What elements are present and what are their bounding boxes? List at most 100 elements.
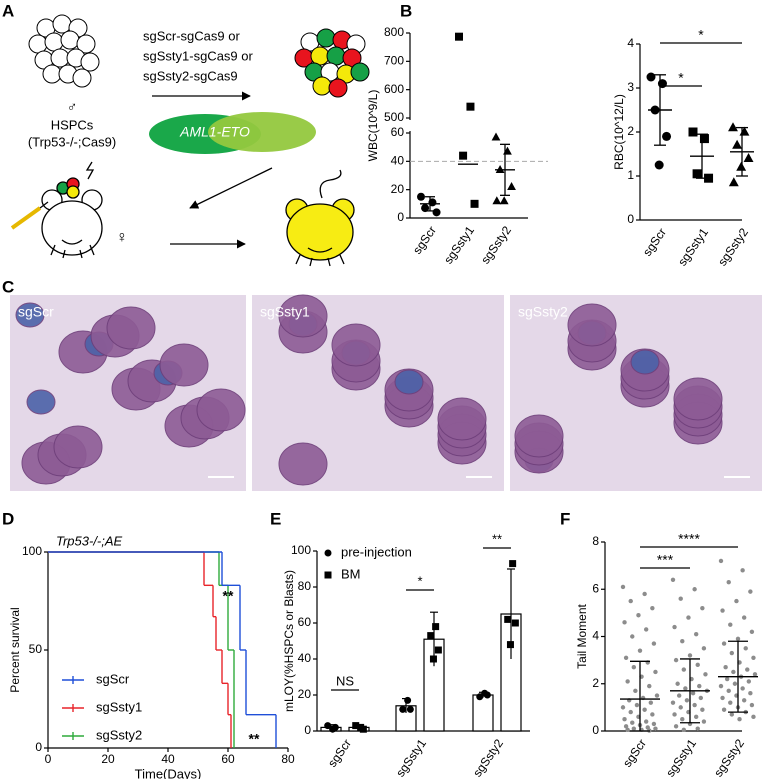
data-point [670,700,676,705]
data-point [675,681,680,686]
data-point [693,631,699,637]
data-point [751,714,756,720]
cell [44,32,64,52]
data-point [748,691,753,696]
legend-label: pre-injection [341,544,412,559]
data-point [686,615,691,620]
mouse [10,161,103,259]
chart-title: Trp53-/-;AE [56,533,123,548]
cell [328,78,348,98]
panel-label: D [2,509,14,528]
legend-label: sgScr [96,671,130,686]
data-point [672,712,677,717]
data-point [681,727,687,733]
significance-label: * [678,70,684,86]
data-point [429,655,437,663]
legend-label: sgSsty1 [96,699,142,714]
data-point [432,208,441,217]
bar [472,694,494,732]
panel-label: C [2,277,14,296]
data-point [743,646,748,651]
micrograph-label: sgScr [18,304,54,320]
arrow [189,167,273,209]
cell [278,294,328,338]
x-tick-label: 80 [281,752,295,766]
cell [28,34,48,54]
data-point [434,646,442,654]
data-point [673,657,679,663]
cell [310,46,330,66]
cell [196,388,246,432]
data-point [720,608,725,613]
data-point [672,624,677,630]
significance-label: * [417,573,422,588]
data-point [399,705,407,713]
data-point [741,698,747,703]
data-point [749,629,755,634]
legend-marker [324,571,332,579]
y-tick-label: 40 [391,154,405,168]
y-axis-label: RBC(10^12/L) [612,94,626,170]
y-tick-label: 500 [384,110,404,124]
y-tick-label: 50 [29,642,43,656]
data-point [359,725,367,733]
cell [106,306,156,350]
micrographs: sgScr sgSsty1 sgSsty2 [10,294,762,491]
y-tick-label: 2 [627,124,634,138]
data-point [623,655,629,660]
data-point [651,641,657,646]
panel-label: A [2,1,14,20]
significance-label: NS [336,673,354,688]
significance-label: * [698,27,704,43]
cell [514,414,564,458]
x-tick-label: sgSsty1 [393,736,429,779]
data-point [625,679,630,684]
data-point [681,667,687,672]
data-point [646,72,656,82]
data-point [687,653,693,658]
data-point [720,695,725,701]
y-axis-label: WBC(10^9/L) [366,90,380,162]
y-tick-label: 4 [627,36,634,50]
data-point [499,196,509,205]
data-point [740,568,745,573]
data-point [724,676,730,682]
sex-symbol: ♂ [67,99,78,115]
data-point [741,615,747,620]
hspc-cluster [28,14,100,88]
y-tick-label: 6 [592,581,599,595]
panel-label: F [560,509,570,528]
data-point [751,655,756,660]
cell [567,303,617,347]
data-point [651,721,657,727]
cell [278,442,328,486]
data-point [636,613,641,618]
x-tick-label: sgSsty1 [663,736,699,779]
data-point [459,151,468,160]
cell [437,397,487,441]
y-tick-label: 60 [391,125,405,139]
data-point [470,199,479,208]
x-tick-label: sgScr [325,737,354,770]
cell [26,389,56,415]
cell [326,46,346,66]
data-point [466,102,475,111]
vector-label: sgSsty1-sgCas9 or [143,48,253,63]
data-point [630,634,635,639]
y-axis-label: Percent survival [8,607,22,692]
y-tick-label: 4 [592,629,599,643]
data-point [642,707,647,712]
y-tick-label: 8 [592,534,599,548]
data-point [620,705,626,710]
cell-label: HSPCs [51,117,94,132]
vector-label: sgSsty2-sgCas9 [143,68,238,83]
data-point [491,132,501,141]
data-point [633,688,638,694]
vector-label: sgScr-sgCas9 or [143,28,240,43]
data-point [650,605,655,611]
data-point [628,598,633,604]
x-tick-label: 0 [45,752,52,766]
y-tick-label: 0 [397,210,404,224]
data-point [650,712,655,717]
